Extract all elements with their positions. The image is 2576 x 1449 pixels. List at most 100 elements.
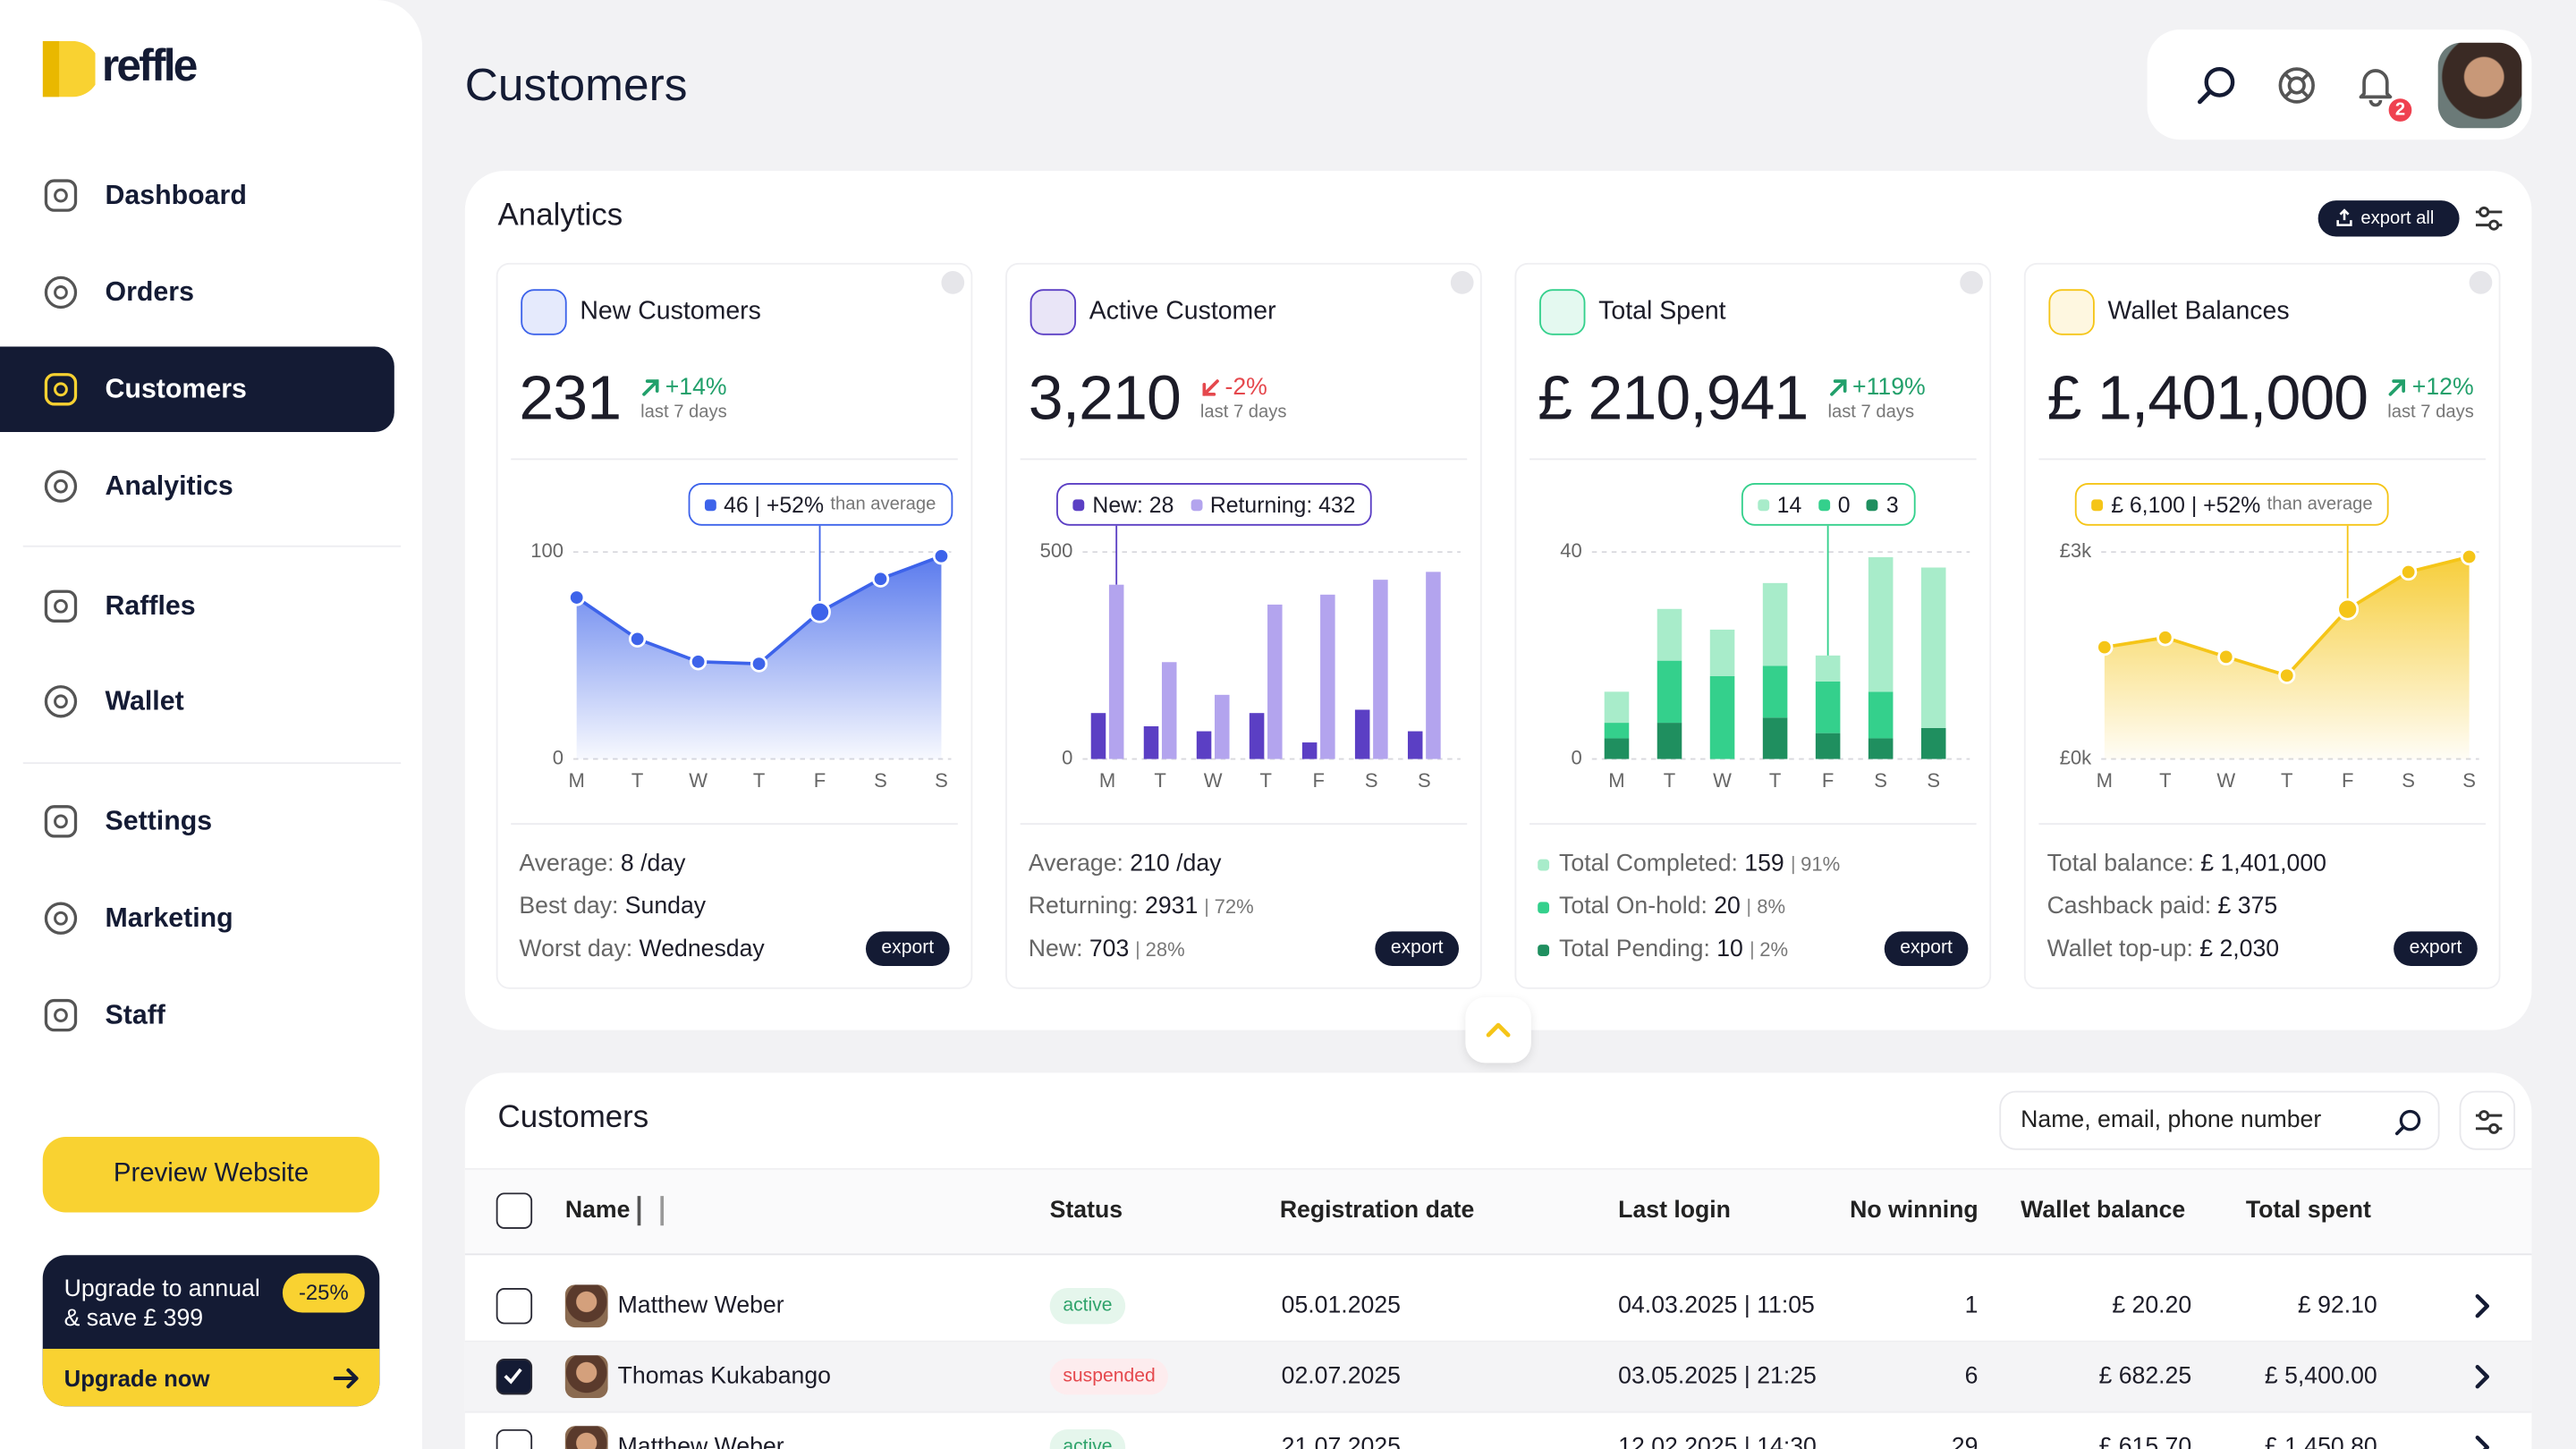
upgrade-cta[interactable]: Upgrade now: [42, 1348, 380, 1407]
checkbox[interactable]: [496, 1428, 533, 1449]
card-icon: [521, 289, 567, 335]
row-chevron[interactable]: [2472, 1363, 2492, 1389]
search-icon[interactable]: [2195, 63, 2241, 108]
kpi-change: +119% last 7 days: [1827, 374, 1925, 425]
stat-label: Worst day:: [519, 936, 633, 963]
column-header: Registration date: [1279, 1197, 1475, 1224]
point: [809, 600, 831, 623]
nav-item[interactable]: Dashboard: [105, 181, 247, 211]
stat-value: 2931: [1145, 894, 1199, 920]
user-avatar[interactable]: [2437, 42, 2522, 129]
export-all-button[interactable]: export all: [2318, 200, 2460, 237]
stat-pct: 2%: [1751, 939, 1788, 959]
card-icon: [1539, 289, 1586, 335]
search-input[interactable]: Name, email, phone number: [1999, 1090, 2440, 1150]
nav-item[interactable]: Raffles: [105, 591, 196, 622]
mini-chart: 0 40 M T W T F S S: [1560, 525, 1970, 792]
change-row: +119%: [1827, 374, 1926, 400]
kpi-value: 231: [519, 364, 622, 434]
x-tick-label: T: [1154, 769, 1165, 792]
nav-item[interactable]: Customers: [105, 374, 247, 404]
stat-pct: 91%: [1792, 853, 1840, 873]
trend-arrow-shape: [1201, 378, 1219, 395]
bar-segment: [1868, 691, 1894, 739]
status-pill: active: [1049, 1428, 1126, 1449]
filter-button[interactable]: [2459, 1090, 2516, 1150]
nav-item[interactable]: Marketing: [105, 903, 233, 934]
column-header: Name: [564, 1197, 631, 1224]
nav-icon-dot: [54, 479, 68, 494]
tooltip-text: 14: [1776, 492, 1802, 517]
card-divider: [1020, 458, 1468, 461]
x-tick-label: S: [1874, 769, 1887, 792]
sort-icon[interactable]: [637, 1196, 665, 1226]
nav-divider: [22, 762, 402, 765]
bar: [1373, 580, 1388, 759]
export-button[interactable]: export: [865, 931, 950, 967]
arrow-icon: [333, 1368, 359, 1389]
checkbox[interactable]: [496, 1192, 533, 1229]
tooltip-item: New: 28: [1072, 492, 1174, 517]
stat-value: Sunday: [624, 894, 707, 920]
point: [2278, 666, 2296, 684]
collapse-button[interactable]: [1465, 996, 1531, 1063]
export-button[interactable]: export: [2394, 931, 2478, 967]
tooltip-text: 0: [1837, 492, 1851, 517]
bar-segment: [1920, 567, 1946, 728]
stat-label: Average:: [1028, 851, 1123, 877]
nav-item[interactable]: Staff: [105, 1000, 165, 1030]
card-divider: [511, 458, 958, 461]
nav-item[interactable]: Wallet: [105, 686, 184, 716]
column-header: Total spent: [2245, 1197, 2371, 1224]
nav-item[interactable]: Analyitics: [105, 471, 233, 502]
export-button[interactable]: export: [1884, 931, 1969, 967]
tooltip-item: 3: [1866, 492, 1899, 517]
bar: [1090, 713, 1106, 759]
export-button[interactable]: export: [1375, 931, 1460, 967]
kpi-value: 3,210: [1028, 364, 1182, 434]
sidebar: [0, 0, 423, 1449]
table-cell: 1: [1964, 1292, 1979, 1319]
table-cell: 29: [1951, 1434, 1979, 1449]
change-row: +14%: [640, 374, 727, 400]
change-value: -2%: [1224, 373, 1267, 401]
table-cell: £ 615.70: [2098, 1434, 2192, 1449]
help-icon[interactable]: [2277, 65, 2317, 105]
nav-item[interactable]: Settings: [105, 806, 213, 836]
arrow-shape: [333, 1368, 359, 1389]
row-chevron[interactable]: [2472, 1434, 2492, 1449]
card-title: Active Customer: [1089, 297, 1276, 326]
x-tick-label: S: [935, 769, 948, 792]
table-cell: Thomas Kukabango: [617, 1363, 831, 1390]
table-cell: Matthew Weber: [617, 1292, 784, 1319]
nav-item[interactable]: Orders: [105, 277, 194, 308]
row-chevron[interactable]: [2472, 1293, 2492, 1319]
export-icon: [2336, 208, 2352, 226]
card-title: Wallet Balances: [2107, 297, 2290, 326]
row-divider: [464, 1340, 2532, 1343]
bell-icon[interactable]: [2356, 64, 2395, 107]
card-divider: [511, 823, 958, 826]
stat-row: Total Completed: 159 91%: [1538, 848, 1840, 881]
stat-value: 10: [1716, 936, 1743, 963]
legend-dot: [1757, 498, 1769, 511]
bar-segment: [1657, 608, 1682, 661]
checkbox[interactable]: [496, 1288, 533, 1325]
chart-tooltip: New: 28 Returning: 432: [1056, 483, 1372, 526]
trend-arrow: [641, 378, 659, 395]
nav-icon-dot: [54, 911, 68, 926]
x-tick-label: W: [2216, 769, 2235, 792]
x-tick-label: T: [753, 769, 765, 792]
settings-icon[interactable]: [2472, 204, 2505, 233]
change-row: -2%: [1200, 374, 1287, 400]
stat-value: 8 /day: [620, 851, 686, 877]
change-period: last 7 days: [1827, 402, 1915, 422]
preview-button[interactable]: Preview Website: [42, 1137, 380, 1213]
bar: [1320, 594, 1335, 759]
checkbox[interactable]: [496, 1358, 533, 1395]
bar: [1108, 584, 1124, 759]
stat-row: Worst day: Wednesday: [519, 933, 764, 966]
table-cell: 12.02.2025 | 14:30: [1618, 1434, 1817, 1449]
legend-dot: [1866, 498, 1878, 511]
tooltip-text: New: 28: [1092, 492, 1174, 517]
